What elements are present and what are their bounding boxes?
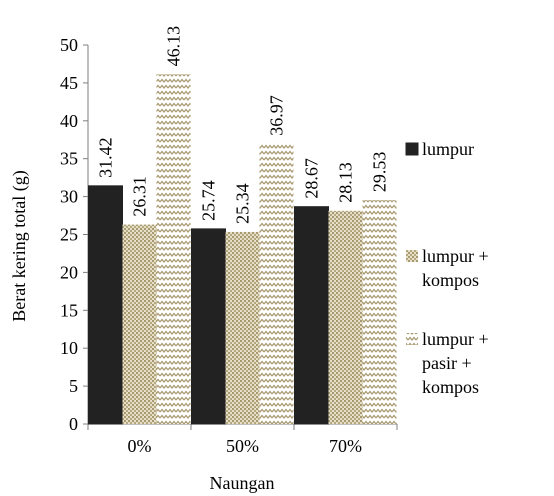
bar	[259, 143, 294, 424]
legend-label: kompos	[422, 270, 479, 290]
bar	[328, 210, 363, 424]
y-tick-label: 20	[60, 262, 78, 282]
data-label: 46.13	[164, 26, 184, 67]
legend-label: lumpur	[422, 139, 474, 159]
x-tick-label: 0%	[128, 436, 152, 456]
legend-label: lumpur +	[422, 329, 489, 349]
data-label: 25.74	[199, 180, 219, 221]
data-label: 31.42	[96, 137, 116, 178]
x-tick-label: 50%	[226, 436, 259, 456]
data-labels: 31.42 25.74 28.67 26.31 25.34 28.13 46.13 36.97…	[96, 26, 390, 224]
y-tick-label: 15	[60, 300, 78, 320]
data-label: 36.97	[267, 95, 287, 136]
legend-label: kompos	[422, 377, 479, 397]
data-label: 28.13	[336, 162, 356, 203]
x-tick-label: 70%	[329, 436, 362, 456]
x-axis-title: Naungan	[210, 473, 275, 493]
data-label: 25.34	[233, 183, 253, 224]
bars	[88, 74, 397, 425]
legend: lumpur lumpur + kompos lumpur + pasir + kompo…	[405, 139, 489, 397]
y-tick-label: 30	[60, 187, 78, 207]
y-tick-label: 5	[69, 376, 78, 396]
axes: 0 5 10 15 20 25 30 35 40 45 50 0% 50% 70%	[60, 35, 398, 456]
data-label: 26.31	[130, 176, 150, 217]
data-label: 28.67	[302, 158, 322, 199]
y-tick-label: 10	[60, 338, 78, 358]
y-tick-label: 25	[60, 225, 78, 245]
legend-swatch	[406, 333, 418, 345]
y-axis-title: Berat kering total (g)	[9, 170, 30, 321]
y-tick-label: 50	[60, 35, 78, 55]
bar	[191, 228, 226, 425]
legend-label: lumpur +	[422, 246, 489, 266]
y-tick-label: 45	[60, 73, 78, 93]
data-label: 29.53	[370, 152, 390, 193]
bar	[88, 185, 123, 425]
y-tick-label: 35	[60, 149, 78, 169]
bar	[122, 224, 157, 424]
bar	[156, 74, 191, 425]
bar	[225, 231, 260, 424]
bar	[362, 200, 397, 424]
bar	[294, 206, 329, 425]
y-tick-label: 40	[60, 111, 78, 131]
legend-swatch	[406, 250, 418, 262]
y-tick-label: 0	[69, 414, 78, 434]
legend-label: pasir +	[422, 353, 472, 373]
legend-swatch	[405, 142, 419, 156]
